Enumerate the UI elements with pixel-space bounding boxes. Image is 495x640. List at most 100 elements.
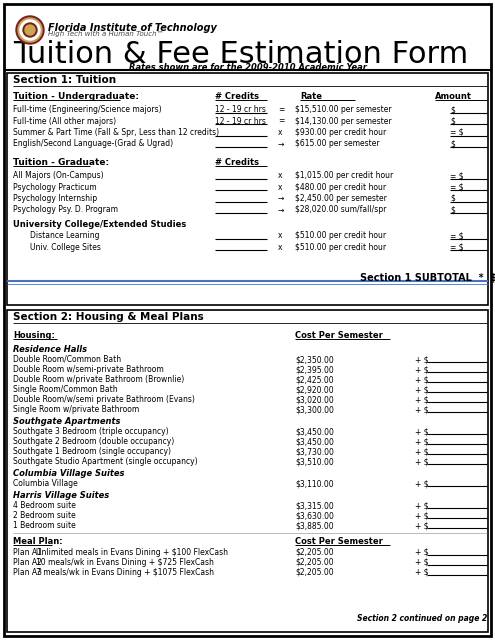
Text: Psychology Psy. D. Program: Psychology Psy. D. Program [13, 205, 118, 214]
Text: 2 Bedroom suite: 2 Bedroom suite [13, 511, 76, 520]
Text: Cost Per Semester: Cost Per Semester [295, 537, 383, 546]
Text: = $: = $ [450, 171, 464, 180]
Circle shape [25, 25, 35, 35]
Text: English/Second Language-(Grad & Ugrad): English/Second Language-(Grad & Ugrad) [13, 140, 173, 148]
Text: High Tech with a Human Touch™: High Tech with a Human Touch™ [48, 31, 164, 37]
Text: $615.00 per semester: $615.00 per semester [295, 140, 380, 148]
Text: Southgate Studio Apartment (single occupancy): Southgate Studio Apartment (single occup… [13, 457, 198, 466]
Text: + $: + $ [415, 568, 429, 577]
Circle shape [16, 16, 44, 44]
Text: 1 Bedroom suite: 1 Bedroom suite [13, 521, 76, 530]
Text: $3,450.00: $3,450.00 [295, 437, 334, 446]
Text: + $: + $ [415, 405, 429, 414]
Text: + $: + $ [415, 501, 429, 510]
Text: $: $ [450, 140, 455, 148]
Text: $1,015.00 per credit hour: $1,015.00 per credit hour [295, 171, 393, 180]
Text: Full-time (All other majors): Full-time (All other majors) [13, 116, 116, 125]
Text: =: = [278, 105, 284, 114]
Text: $: $ [450, 194, 455, 203]
Text: $28,020.00 sum/fall/spr: $28,020.00 sum/fall/spr [295, 205, 387, 214]
Text: 7 meals/wk in Evans Dining + $1075 FlexCash: 7 meals/wk in Evans Dining + $1075 FlexC… [36, 568, 214, 577]
Text: $3,730.00: $3,730.00 [295, 447, 334, 456]
Text: + $: + $ [415, 457, 429, 466]
Text: 12 - 19 cr hrs: 12 - 19 cr hrs [215, 116, 266, 125]
Text: + $: + $ [415, 427, 429, 436]
Text: $3,315.00: $3,315.00 [295, 501, 334, 510]
Text: + $: + $ [415, 521, 429, 530]
Bar [7, 73, 488, 305]
Text: University College/Extended Studies: University College/Extended Studies [13, 220, 186, 229]
Text: Double Room/w/semi private Bathroom (Evans): Double Room/w/semi private Bathroom (Eva… [13, 395, 195, 404]
Text: Amount: Amount [435, 92, 472, 101]
Text: Columbia Village Suites: Columbia Village Suites [13, 469, 125, 478]
Text: Plan A3: Plan A3 [13, 568, 42, 577]
Text: Psychology Practicum: Psychology Practicum [13, 182, 97, 191]
Circle shape [18, 18, 42, 42]
Text: Southgate 3 Bedroom (triple occupancy): Southgate 3 Bedroom (triple occupancy) [13, 427, 169, 436]
Text: $2,350.00: $2,350.00 [295, 355, 334, 364]
Text: Tuition & Fee Estimation Form: Tuition & Fee Estimation Form [13, 40, 468, 69]
Text: $3,630.00: $3,630.00 [295, 511, 334, 520]
Text: Section 2 continued on page 2: Section 2 continued on page 2 [357, 614, 487, 623]
Text: $: $ [450, 205, 455, 214]
Text: $3,110.00: $3,110.00 [295, 479, 334, 488]
Text: = $: = $ [450, 128, 464, 137]
Text: # Credits: # Credits [215, 158, 259, 167]
Text: Single Room w/private Bathroom: Single Room w/private Bathroom [13, 405, 139, 414]
Text: Southgate 2 Bedroom (double occupancy): Southgate 2 Bedroom (double occupancy) [13, 437, 174, 446]
Text: Rates shown are for the 2009-2010 Academic Year: Rates shown are for the 2009-2010 Academ… [129, 63, 367, 72]
Text: Section 1: Tuition: Section 1: Tuition [13, 75, 116, 85]
Text: $930.00 per credit hour: $930.00 per credit hour [295, 128, 386, 137]
Text: + $: + $ [415, 447, 429, 456]
Text: = $: = $ [450, 182, 464, 191]
Text: + $: + $ [415, 355, 429, 364]
Text: + $: + $ [415, 395, 429, 404]
Text: x: x [278, 182, 283, 191]
Text: + $: + $ [415, 558, 429, 567]
Text: $2,205.00: $2,205.00 [295, 558, 334, 567]
Text: $3,450.00: $3,450.00 [295, 427, 334, 436]
Text: $3,885.00: $3,885.00 [295, 521, 334, 530]
Text: $2,450.00 per semester: $2,450.00 per semester [295, 194, 387, 203]
Text: # Credits: # Credits [215, 92, 259, 101]
Text: $14,130.00 per semester: $14,130.00 per semester [295, 116, 392, 125]
Text: Univ. College Sites: Univ. College Sites [30, 243, 101, 252]
Text: Double Room/Common Bath: Double Room/Common Bath [13, 355, 121, 364]
Text: + $: + $ [415, 375, 429, 384]
Text: $: $ [450, 105, 455, 114]
Text: x: x [278, 243, 283, 252]
Circle shape [20, 20, 40, 40]
Text: = $: = $ [450, 231, 464, 240]
Text: Section 2: Housing & Meal Plans: Section 2: Housing & Meal Plans [13, 312, 204, 322]
Text: $510.00 per credit hour: $510.00 per credit hour [295, 231, 386, 240]
Text: x: x [278, 128, 283, 137]
Text: + $: + $ [415, 437, 429, 446]
Text: $: $ [450, 116, 455, 125]
Text: Plan A2: Plan A2 [13, 558, 42, 567]
Text: $480.00 per credit hour: $480.00 per credit hour [295, 182, 386, 191]
Text: Housing:: Housing: [13, 331, 55, 340]
Text: $15,510.00 per semester: $15,510.00 per semester [295, 105, 392, 114]
Text: →: → [278, 140, 284, 148]
Text: Harris Village Suites: Harris Village Suites [13, 491, 109, 500]
Text: Unlimited meals in Evans Dining + $100 FlexCash: Unlimited meals in Evans Dining + $100 F… [36, 548, 228, 557]
Text: →: → [278, 194, 284, 203]
Text: Columbia Village: Columbia Village [13, 479, 78, 488]
Text: $2,920.00: $2,920.00 [295, 385, 334, 394]
Text: Tuition - Graduate:: Tuition - Graduate: [13, 158, 109, 167]
Text: Cost Per Semester: Cost Per Semester [295, 331, 383, 340]
Text: = $: = $ [450, 243, 464, 252]
Text: Southgate Apartments: Southgate Apartments [13, 417, 120, 426]
Text: $3,510.00: $3,510.00 [295, 457, 334, 466]
Circle shape [23, 23, 37, 37]
Text: Single Room/Common Bath: Single Room/Common Bath [13, 385, 118, 394]
Text: $2,205.00: $2,205.00 [295, 568, 334, 577]
Text: Section 1 SUBTOTAL  *  $: Section 1 SUBTOTAL * $ [360, 273, 495, 283]
Text: x: x [278, 171, 283, 180]
Text: Summer & Part Time (Fall & Spr, Less than 12 credits): Summer & Part Time (Fall & Spr, Less tha… [13, 128, 219, 137]
Text: 12 - 19 cr hrs: 12 - 19 cr hrs [215, 105, 266, 114]
Text: Psychology Internship: Psychology Internship [13, 194, 97, 203]
Text: + $: + $ [415, 479, 429, 488]
Text: Rate: Rate [300, 92, 322, 101]
Text: Meal Plan:: Meal Plan: [13, 537, 63, 546]
